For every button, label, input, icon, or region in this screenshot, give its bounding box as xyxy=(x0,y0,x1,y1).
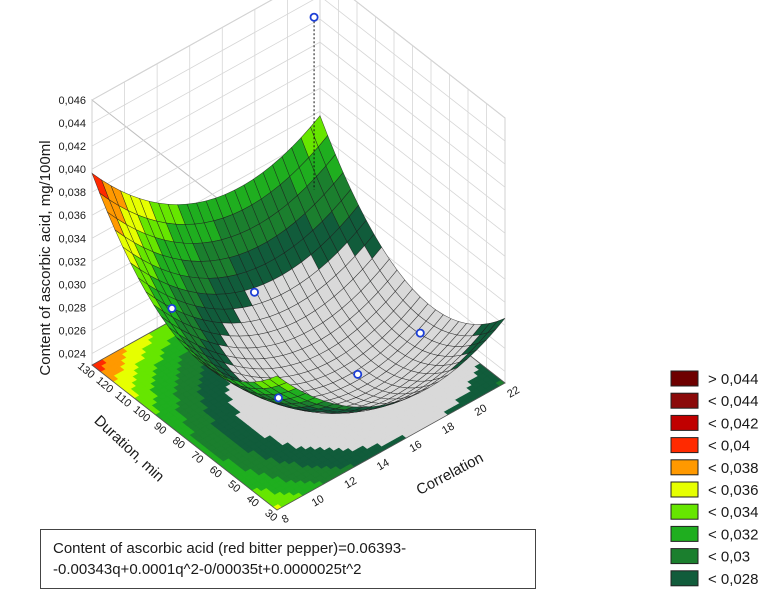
legend-label: < 0,044 xyxy=(708,393,758,410)
x-axis-title: Correlation xyxy=(414,449,487,498)
legend-label: > 0,044 xyxy=(708,371,758,388)
equation-line-2: -0.00343q+0.0001q^2-0/00035t+0.0000025t^… xyxy=(53,561,362,578)
legend-swatch xyxy=(670,503,699,520)
legend-swatch xyxy=(670,481,699,498)
legend-label: < 0,04 xyxy=(708,438,750,455)
z-tick-label: 0,030 xyxy=(58,279,86,291)
z-tick-label: 0,046 xyxy=(58,95,86,107)
x-tick-label: 8 xyxy=(280,513,291,526)
z-axis-title: Content of ascorbic acid, mg/100ml xyxy=(37,140,54,375)
surface-cell xyxy=(268,375,288,386)
legend-label: < 0,034 xyxy=(708,504,758,521)
data-point xyxy=(309,12,319,22)
z-tick-label: 0,026 xyxy=(58,325,86,337)
z-tick-label: 0,036 xyxy=(58,210,86,222)
legend-label: < 0,042 xyxy=(708,415,758,432)
legend-swatch xyxy=(670,370,699,387)
z-tick-label: 0,044 xyxy=(58,118,86,130)
data-point xyxy=(249,287,259,297)
legend-swatch xyxy=(670,437,699,454)
z-tick-label: 0,034 xyxy=(58,233,86,245)
axis-ticks: 0,024 0,026 0,028 0,030 0,032 0,034 0,036 0,038… xyxy=(58,95,521,526)
response-surface xyxy=(91,115,506,414)
x-tick-label: 20 xyxy=(473,402,490,419)
legend-label: < 0,028 xyxy=(708,571,758,588)
z-tick-label: 0,038 xyxy=(58,187,86,199)
data-point xyxy=(273,393,283,403)
legend-label: < 0,032 xyxy=(708,526,758,543)
data-point xyxy=(167,303,177,313)
legend-swatch xyxy=(670,548,699,565)
legend-label: < 0,036 xyxy=(708,482,758,499)
legend-label: < 0,03 xyxy=(708,549,750,566)
legend-swatch xyxy=(670,414,699,431)
legend-swatch xyxy=(670,459,699,476)
x-tick-label: 16 xyxy=(407,439,424,456)
legend-label: < 0,038 xyxy=(708,460,758,477)
equation-line-1: Content of ascorbic acid (red bitter pep… xyxy=(53,540,407,557)
legend-swatch xyxy=(670,392,699,409)
legend-swatch xyxy=(670,525,699,542)
x-tick-label: 10 xyxy=(310,493,327,510)
z-tick-label: 0,028 xyxy=(58,302,86,314)
x-tick-label: 12 xyxy=(342,475,359,492)
z-gridline xyxy=(91,0,506,142)
observed-points xyxy=(167,12,425,403)
x-tick-label: 22 xyxy=(505,384,522,401)
data-point xyxy=(353,369,363,379)
x-tick-label: 14 xyxy=(375,457,392,474)
data-point xyxy=(415,328,425,338)
z-gridline xyxy=(91,0,506,119)
z-tick-label: 0,040 xyxy=(58,164,86,176)
equation-box: Content of ascorbic acid (red bitter pep… xyxy=(40,529,536,589)
z-tick-label: 0,042 xyxy=(58,141,86,153)
legend: > 0,044 < 0,044 < 0,042 < 0,04 < 0,038 < 0,03… xyxy=(670,370,758,588)
z-tick-label: 0,024 xyxy=(58,348,86,360)
legend-swatch xyxy=(670,570,699,587)
z-tick-label: 0,032 xyxy=(58,256,86,268)
x-tick-label: 18 xyxy=(440,420,457,437)
